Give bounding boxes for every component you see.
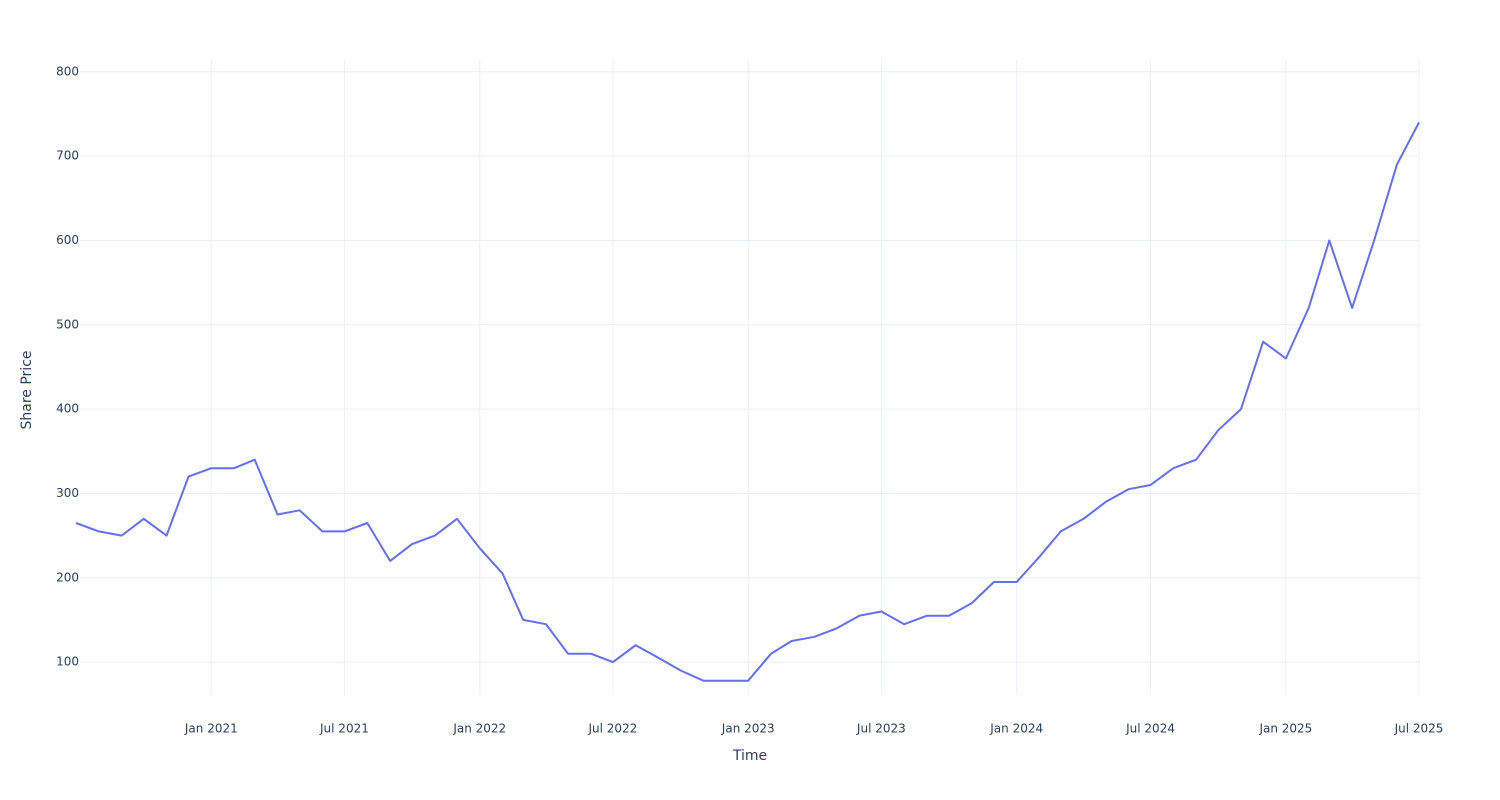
y-tick-label: 600	[56, 233, 79, 247]
y-tick-label: 500	[56, 317, 79, 331]
y-tick-label: 800	[56, 64, 79, 78]
y-tick-label: 700	[56, 149, 79, 163]
x-tick-label: Jul 2024	[1125, 722, 1175, 736]
x-tick-label: Jul 2021	[319, 722, 369, 736]
y-axis-title: Share Price	[19, 350, 35, 429]
x-tick-label: Jul 2023	[856, 722, 906, 736]
x-tick-label: Jan 2024	[989, 722, 1043, 736]
y-tick-label: 400	[56, 402, 79, 416]
price-line	[75, 121, 1420, 682]
x-tick-label: Jan 2022	[452, 722, 506, 736]
x-tick-label: Jan 2025	[1258, 722, 1312, 736]
x-tick-label: Jan 2021	[184, 722, 238, 736]
y-tick-label: 300	[56, 486, 79, 500]
x-tick-label: Jan 2023	[721, 722, 775, 736]
x-tick-label: Jul 2022	[587, 722, 637, 736]
x-axis-title: Time	[732, 748, 767, 764]
x-tick-label: Jul 2025	[1394, 722, 1444, 736]
y-tick-label: 100	[56, 655, 79, 669]
y-tick-label: 200	[56, 570, 79, 584]
